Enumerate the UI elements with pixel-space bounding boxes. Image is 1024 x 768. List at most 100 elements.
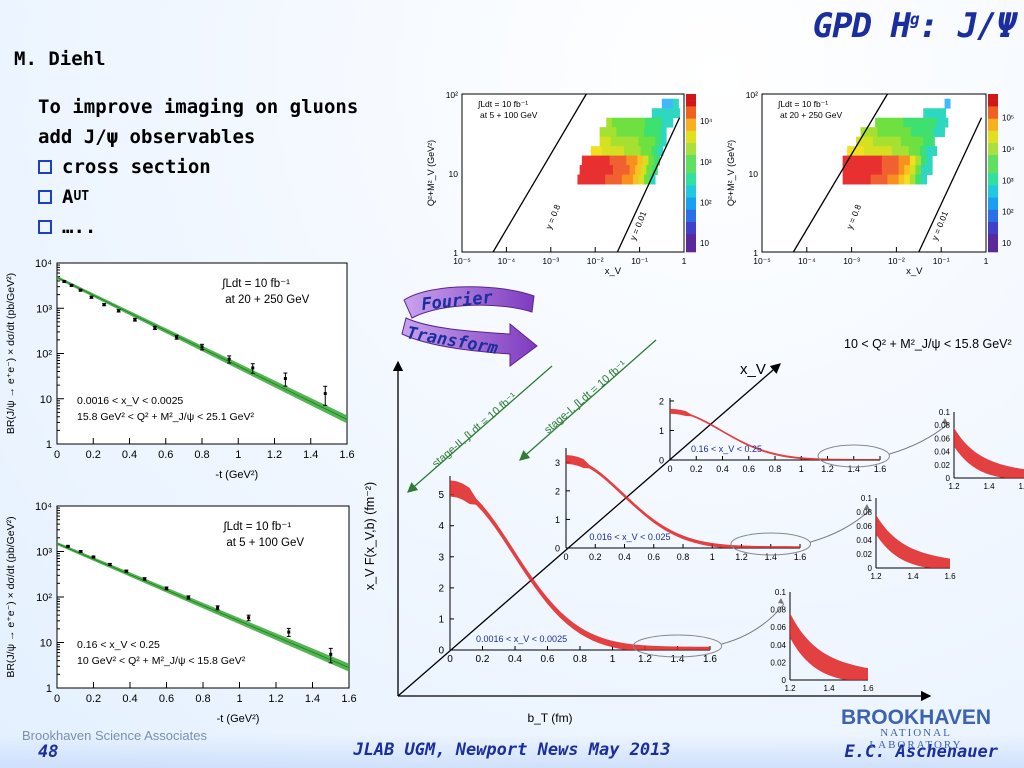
x-tick-label: 0.2 (86, 449, 101, 461)
heatmap-cell (919, 117, 926, 128)
y-tick-label: 1 (46, 683, 52, 695)
heatmap-cell (618, 146, 625, 157)
heatmap-cell (861, 136, 868, 147)
heatmap-cell (875, 117, 882, 128)
heatmap-cell (886, 146, 893, 157)
heatmap-cell (893, 165, 900, 175)
y-0.01-line (918, 117, 983, 253)
heatmap-cell (910, 127, 917, 138)
color-scale-step (686, 191, 696, 198)
heatmap-cell (629, 146, 636, 157)
heatmap-cell (882, 127, 889, 138)
heatmap-cell (915, 155, 922, 166)
heatmap-cell (657, 146, 664, 157)
profile-band (450, 480, 710, 650)
heatmap-cell (886, 117, 893, 128)
y-axis-label: BR(J/ψ → e⁺e⁻) × dσ/dt (pb/GeV²) (5, 273, 17, 434)
fourier-arrow-head (401, 317, 538, 367)
heatmap-cell (876, 165, 883, 175)
heatmap-cell (944, 98, 951, 109)
heatmap-cell (938, 127, 945, 138)
x-axis-label: -t (GeV²) (215, 469, 258, 481)
heatmap-cell (884, 136, 891, 147)
panel-x-tick-label: 1.2 (638, 654, 652, 665)
inset-y-tick-label: 0 (782, 676, 787, 685)
heatmap-cell (612, 146, 619, 157)
heatmap-cell (889, 136, 896, 147)
data-point (323, 392, 327, 396)
x-tick-label: 10⁻² (888, 256, 905, 266)
data-point (62, 280, 66, 284)
heatmap-cell (617, 117, 624, 128)
footer-conference: JLAB UGM, Newport News May 2013 (353, 740, 671, 760)
data-point (66, 544, 70, 548)
heatmap-cell (925, 117, 932, 128)
heatmap-cell (923, 108, 930, 119)
heatmap-cell (848, 174, 855, 185)
y-axis-label: Q²+M²_V (GeV²) (426, 140, 436, 206)
color-scale-step (686, 160, 696, 168)
color-scale-step (988, 106, 998, 113)
color-scale-step (988, 118, 998, 125)
heatmap-cell (903, 146, 910, 157)
bullet-text: A (62, 186, 74, 208)
heatmap-cell (620, 155, 627, 166)
heatmap-cell (587, 155, 594, 166)
x-tick-label: 10⁻⁴ (498, 256, 516, 266)
bullet-item-cross-section: cross section (38, 152, 358, 182)
heatmap-cell (640, 146, 647, 157)
heatmap-cell (640, 165, 647, 175)
heatmap-cell (866, 127, 873, 138)
panel-y-tick-label: 5 (438, 490, 444, 501)
color-scale-step (686, 173, 696, 180)
heatmap-cell (655, 136, 662, 147)
x-tick-label: 10⁻¹ (631, 256, 648, 266)
heatmap-cell (599, 127, 606, 138)
color-scale-step (686, 179, 696, 186)
color-scale-label: 10³ (700, 158, 712, 167)
heatmap-cell (942, 117, 949, 128)
data-point (227, 357, 231, 361)
panel-y-tick-label: 2 (659, 396, 664, 406)
color-scale-label: 10 (1002, 239, 1011, 248)
panel-x-tick-label: 1 (710, 552, 715, 562)
bullet-list: To improve imaging on gluons add J/ψ obs… (38, 92, 358, 242)
heatmap-cell (667, 98, 674, 109)
y-tick-label: 10 (40, 638, 52, 650)
panel-y-tick-label: 0 (659, 456, 664, 466)
panel-xv-label: 0.16 < x_V < 0.25 (691, 444, 762, 454)
xv-cut-label: 0.0016 < x_V < 0.0025 (77, 395, 183, 407)
data-point (92, 555, 95, 559)
heatmap-cell (895, 136, 902, 147)
color-scale-step (988, 203, 998, 210)
zoom-arrow-head (864, 504, 870, 510)
energy-label: at 20 + 250 GeV (225, 294, 309, 306)
panel-y-tick-label: 2 (438, 583, 444, 594)
heatmap-cell (579, 165, 586, 175)
heatmap-cell (869, 146, 876, 157)
panel-x-tick-label: 1 (610, 654, 616, 665)
heatmap-cell (604, 155, 611, 166)
data-point (200, 345, 204, 349)
gluon-profile-plot: 10 < Q² + M²_J/ψ < 15.8 GeV² x_V b_T (fm) x… (363, 337, 1024, 725)
logo-name: BROOKHAVEN (840, 706, 992, 729)
footer-band (0, 734, 1024, 768)
y-axis-label: x_V F(x_V,b) (fm⁻²) (363, 482, 377, 590)
heatmap-cell (621, 174, 628, 185)
data-point (89, 295, 93, 299)
inset-y-tick-label: 0.1 (939, 408, 951, 417)
panel-x-tick-label: 0.8 (769, 464, 782, 474)
color-scale-step (686, 233, 696, 241)
heatmap-cell (926, 165, 933, 175)
xsec-chart-5-100: 0 0.2 0.4 0.6 0.8 1 1.2 1.4 1.6 1 10 10² 10³ 10⁴ ∫Ldt … (5, 501, 357, 725)
heatmap-cell (629, 165, 636, 175)
fit-line (56, 543, 350, 669)
heatmap-cell (842, 155, 849, 166)
x-tick-label: 0 (54, 449, 60, 461)
data-point (216, 606, 220, 610)
y-0.01-line (616, 117, 681, 253)
inset-y-tick-label: 0.08 (770, 606, 786, 615)
data-point (329, 652, 333, 656)
heatmap-cell (660, 136, 667, 147)
